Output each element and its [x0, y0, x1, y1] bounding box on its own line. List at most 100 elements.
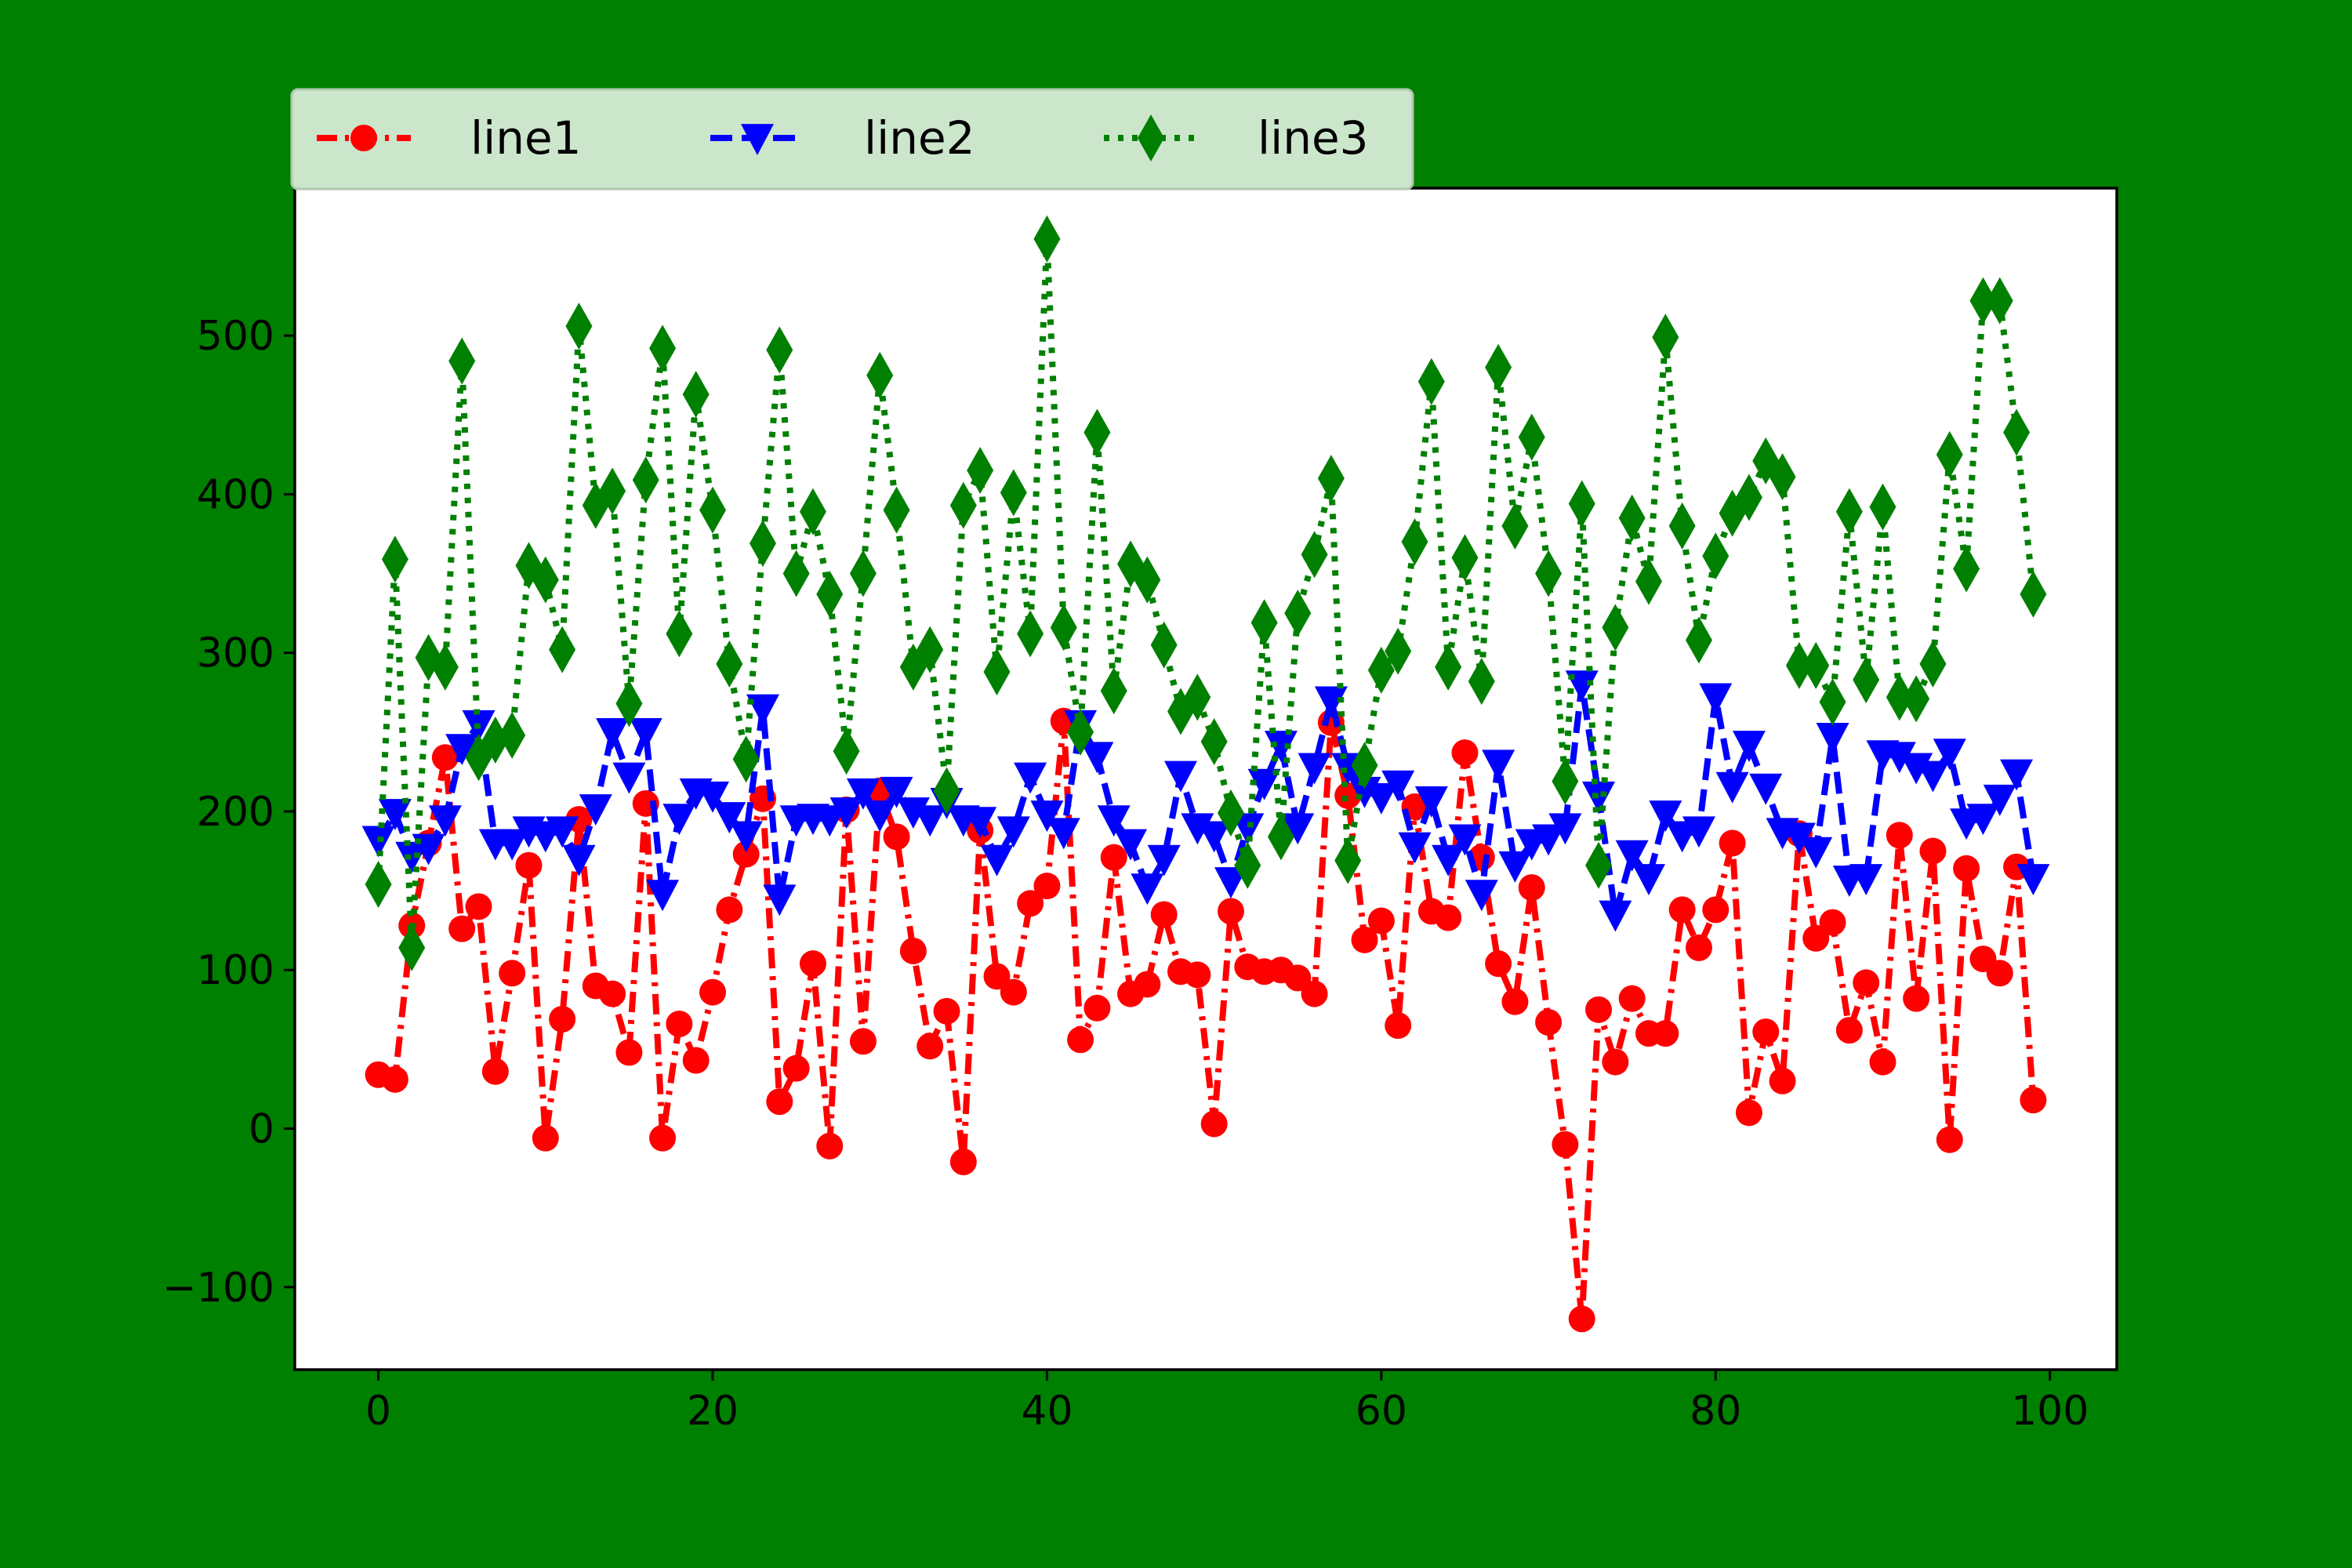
data-point-line3 — [1835, 488, 1863, 535]
data-point-line1 — [1702, 896, 1730, 924]
data-point-line1 — [1886, 822, 1913, 849]
data-point-line1 — [381, 1065, 408, 1093]
data-point-line1 — [666, 1011, 693, 1038]
y-tick-label: 100 — [197, 947, 274, 994]
data-point-line1 — [782, 1054, 810, 1082]
data-point-line2 — [813, 805, 847, 837]
data-point-line2 — [1599, 900, 1632, 932]
data-point-line3 — [615, 680, 643, 728]
data-point-line3 — [1150, 621, 1178, 669]
data-point-line1 — [1485, 950, 1512, 978]
data-point-line3 — [983, 648, 1011, 695]
data-point-line3 — [1417, 358, 1445, 405]
data-point-line3 — [1953, 545, 1980, 593]
data-point-line2 — [763, 884, 797, 916]
data-point-line3 — [666, 610, 693, 658]
data-point-line1 — [1100, 844, 1127, 871]
data-point-line3 — [1535, 550, 1563, 597]
data-point-line1 — [1652, 1020, 1679, 1047]
legend-entry-line2: line2 — [710, 111, 975, 165]
data-point-line3 — [1819, 678, 1846, 726]
data-point-line2 — [1197, 821, 1231, 853]
data-point-line1 — [499, 960, 526, 987]
data-point-line3 — [967, 447, 994, 495]
data-point-line1 — [1301, 980, 1328, 1007]
data-point-line3 — [1853, 656, 1880, 704]
data-point-line1 — [549, 1005, 576, 1033]
data-point-line1 — [1735, 1099, 1762, 1127]
data-point-line1 — [883, 823, 910, 851]
data-point-line3 — [883, 486, 910, 534]
data-point-line2 — [1615, 840, 1649, 872]
data-point-line1 — [1919, 837, 1947, 865]
data-point-line1 — [1903, 985, 1930, 1012]
data-point-line3 — [1668, 502, 1696, 550]
data-point-line3 — [1184, 673, 1211, 721]
legend-marker-line2 — [741, 124, 774, 156]
data-point-line1 — [1752, 1018, 1780, 1046]
data-point-line3 — [1351, 742, 1378, 789]
data-point-line3 — [2003, 408, 2031, 456]
data-point-line2 — [1214, 867, 1247, 899]
data-point-line3 — [916, 626, 944, 673]
data-point-line2 — [1131, 873, 1164, 906]
data-point-line2 — [579, 794, 612, 826]
series-line2 — [361, 670, 2050, 932]
data-point-line1 — [1351, 926, 1378, 953]
data-point-line3 — [749, 520, 776, 568]
data-point-line1 — [766, 1088, 793, 1116]
data-point-line2 — [863, 800, 897, 833]
data-point-line1 — [1067, 1026, 1094, 1054]
data-point-line3 — [1334, 837, 1362, 884]
data-point-line1 — [1602, 1048, 1629, 1076]
x-tick-label: 100 — [2011, 1388, 2089, 1435]
data-point-line2 — [1014, 762, 1047, 794]
data-point-line1 — [1869, 1048, 1896, 1076]
data-point-line2 — [378, 799, 412, 831]
data-point-line1 — [816, 1132, 844, 1160]
data-point-line2 — [1114, 829, 1148, 861]
series-line3 — [365, 215, 2047, 971]
plot-area-background — [295, 188, 2117, 1370]
data-point-line3 — [649, 325, 677, 372]
data-point-line3 — [1518, 413, 1545, 461]
data-point-line3 — [1769, 453, 1796, 501]
legend-marker-line1 — [350, 125, 377, 151]
data-point-line3 — [1702, 532, 1730, 580]
data-point-line3 — [1903, 675, 1930, 723]
data-point-line1 — [1501, 988, 1529, 1015]
data-point-line3 — [1785, 641, 1813, 689]
data-point-line2 — [1281, 813, 1315, 845]
data-point-line3 — [549, 626, 576, 673]
data-point-line3 — [398, 924, 426, 971]
data-point-line2 — [1364, 782, 1398, 815]
data-point-line3 — [1451, 534, 1479, 582]
data-point-line3 — [1200, 717, 1228, 765]
legend: line1 line2 line3 — [290, 88, 1414, 191]
data-point-line3 — [1635, 557, 1663, 605]
data-point-line3 — [1618, 494, 1646, 542]
data-point-line2 — [1030, 800, 1064, 833]
data-point-line1 — [448, 915, 476, 942]
data-point-line1 — [949, 1149, 977, 1176]
data-point-line3 — [866, 351, 894, 399]
data-point-line1 — [1802, 924, 1830, 952]
data-point-line3 — [1317, 455, 1345, 503]
data-point-line2 — [1498, 851, 1532, 883]
data-point-line3 — [1468, 658, 1495, 706]
y-tick-label: 0 — [249, 1106, 274, 1153]
data-point-line3 — [565, 302, 593, 350]
data-point-line3 — [1969, 277, 1997, 325]
series-layer — [361, 215, 2050, 1333]
data-point-line3 — [833, 728, 860, 775]
y-tick-label: 200 — [197, 789, 274, 836]
data-point-line2 — [1799, 837, 1833, 869]
legend-marker-line3 — [1138, 114, 1164, 162]
data-point-line1 — [1518, 874, 1545, 902]
data-point-line2 — [1715, 771, 1749, 804]
data-point-line2 — [1916, 760, 1950, 793]
data-point-line3 — [766, 326, 793, 374]
data-point-line3 — [431, 643, 459, 691]
data-point-line2 — [1164, 760, 1198, 793]
data-point-line3 — [1067, 708, 1094, 756]
